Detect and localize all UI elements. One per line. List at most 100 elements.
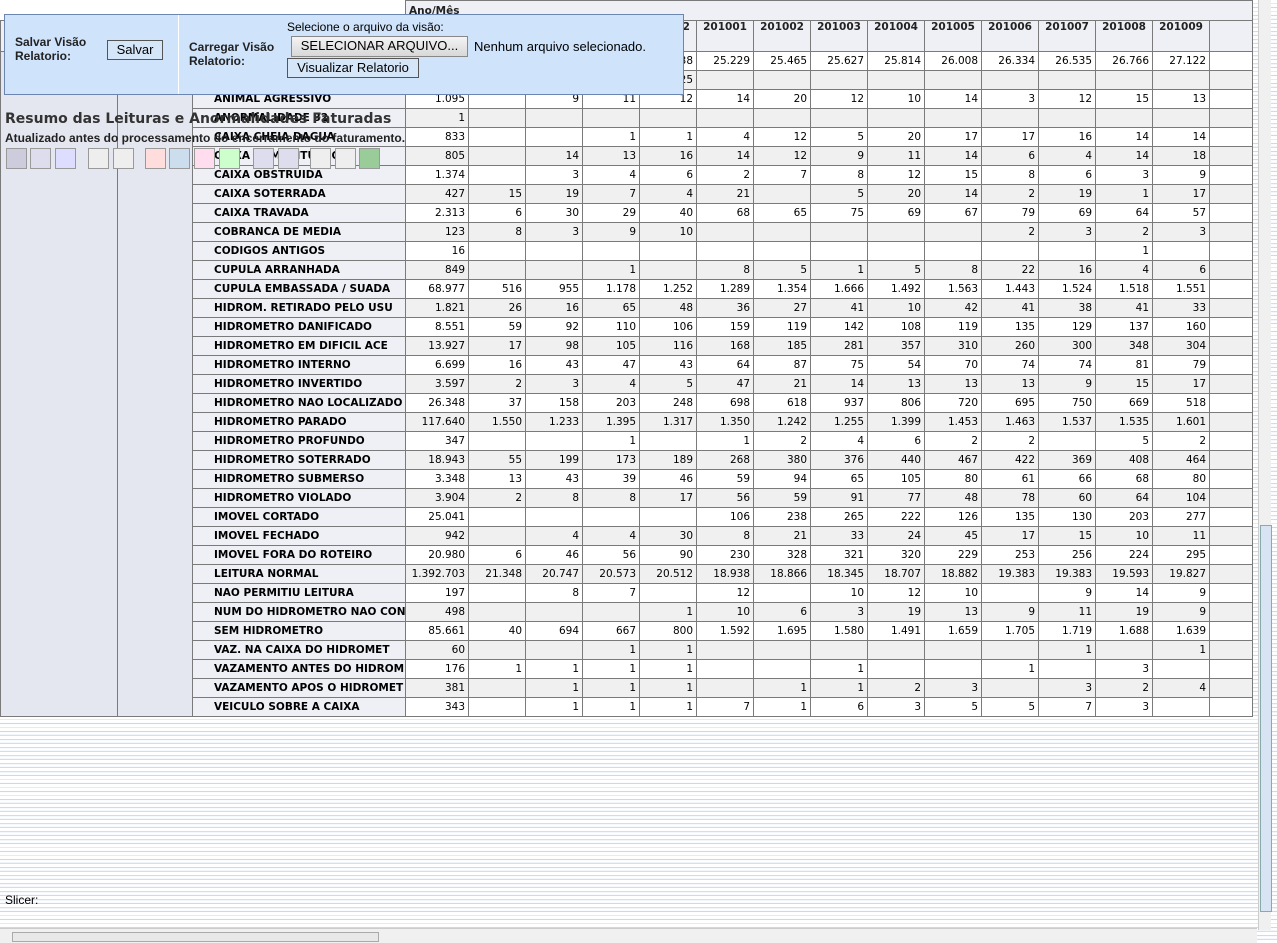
- value-cell: 16: [1039, 128, 1096, 147]
- value-cell-text: 48: [965, 492, 978, 504]
- value-cell-text: 1: [686, 131, 693, 143]
- vertical-scrollbar[interactable]: [1258, 0, 1271, 930]
- value-cell: 203: [1096, 508, 1153, 527]
- value-cell: 304: [1153, 337, 1210, 356]
- toolbar-button[interactable]: [359, 148, 380, 169]
- value-cell-text: 1.350: [720, 416, 750, 428]
- value-cell: 4: [697, 128, 754, 147]
- value-cell-text: 94: [794, 473, 807, 485]
- value-cell-text: 3: [1085, 226, 1092, 238]
- value-cell: [982, 641, 1039, 660]
- value-cell-text: 1: [458, 112, 465, 124]
- month-header: 201004: [868, 21, 925, 52]
- value-cell: 13: [925, 603, 982, 622]
- value-cell-text: 12: [851, 93, 864, 105]
- value-cell-text: 142: [844, 321, 864, 333]
- scroll-thumb[interactable]: [12, 932, 379, 942]
- value-cell-text: 4: [857, 435, 864, 447]
- value-cell-text: 698: [730, 397, 750, 409]
- value-cell-text: 30: [680, 530, 693, 542]
- clipped-cell: [1210, 71, 1253, 90]
- toolbar-button[interactable]: [113, 148, 134, 169]
- select-file-button[interactable]: SELECIONAR ARQUIVO...: [291, 36, 468, 57]
- toolbar-button[interactable]: [335, 148, 356, 169]
- horizontal-scrollbar[interactable]: [0, 928, 1257, 943]
- value-cell: 229: [925, 546, 982, 565]
- value-cell-text: 5: [914, 264, 921, 276]
- clipped-cell: [1210, 375, 1253, 394]
- value-cell-text: 467: [958, 454, 978, 466]
- value-cell: [925, 660, 982, 679]
- value-cell-text: 42: [965, 302, 978, 314]
- value-cell: [868, 223, 925, 242]
- value-cell-text: 1.374: [435, 169, 465, 181]
- row-label-text: HIDROMETRO PARADO: [214, 416, 347, 428]
- value-cell-text: 39: [623, 473, 636, 485]
- value-cell-text: 55: [509, 454, 522, 466]
- toolbar-button[interactable]: [278, 148, 299, 169]
- toolbar-button[interactable]: [310, 148, 331, 169]
- clipped-cell: [1210, 546, 1253, 565]
- clipped-cell: [1210, 489, 1253, 508]
- value-cell: 1: [526, 679, 583, 698]
- value-cell: 1: [811, 660, 868, 679]
- value-cell-text: 69: [908, 207, 921, 219]
- value-cell: 328: [754, 546, 811, 565]
- value-cell-text: 1.399: [891, 416, 921, 428]
- value-cell: [754, 660, 811, 679]
- value-cell-text: 14: [737, 150, 750, 162]
- scroll-thumb[interactable]: [1260, 525, 1272, 912]
- value-cell: 3.904: [406, 489, 469, 508]
- clipped-cell: [1210, 52, 1253, 71]
- value-cell: [526, 261, 583, 280]
- value-cell: [469, 698, 526, 717]
- value-cell-text: 2: [1028, 226, 1035, 238]
- value-cell-text: 25.041: [428, 511, 465, 523]
- toolbar-button[interactable]: [145, 148, 166, 169]
- view-report-button[interactable]: Visualizar Relatorio: [287, 58, 419, 78]
- value-cell: 70: [925, 356, 982, 375]
- value-cell-text: 26.348: [428, 397, 465, 409]
- row-label: HIDROMETRO INTERNO: [193, 356, 406, 375]
- value-cell: 22: [982, 261, 1039, 280]
- toolbar-button[interactable]: [30, 148, 51, 169]
- value-cell-text: 1.551: [1176, 283, 1206, 295]
- toolbar-button[interactable]: [55, 148, 76, 169]
- value-cell-text: 328: [787, 549, 807, 561]
- value-cell-text: 3: [572, 169, 579, 181]
- toolbar-button[interactable]: [88, 148, 109, 169]
- toolbar-button[interactable]: [169, 148, 190, 169]
- value-cell: 59: [754, 489, 811, 508]
- value-cell: 12: [811, 90, 868, 109]
- value-cell: [640, 109, 697, 128]
- toolbar-button[interactable]: [219, 148, 240, 169]
- select-prompt: Selecione o arquivo da visão:: [287, 20, 444, 34]
- value-cell: 159: [697, 318, 754, 337]
- value-cell-text: 408: [1129, 454, 1149, 466]
- toolbar-button[interactable]: [253, 148, 274, 169]
- value-cell-text: 1.688: [1119, 625, 1149, 637]
- value-cell: 176: [406, 660, 469, 679]
- row-label: VAZ. NA CAIXA DO HIDROMET: [193, 641, 406, 660]
- value-cell: 1.350: [697, 413, 754, 432]
- toolbar-button[interactable]: [194, 148, 215, 169]
- value-cell: 20.573: [583, 565, 640, 584]
- save-button[interactable]: Salvar: [107, 40, 163, 60]
- value-cell-text: 1.639: [1176, 625, 1206, 637]
- value-cell: [469, 147, 526, 166]
- value-cell: 8: [526, 489, 583, 508]
- value-cell-text: 1.392.703: [412, 568, 465, 580]
- value-cell: 277: [1153, 508, 1210, 527]
- value-cell: 18.882: [925, 565, 982, 584]
- value-cell: 1.524: [1039, 280, 1096, 299]
- value-cell-text: 1.492: [891, 283, 921, 295]
- toolbar-button[interactable]: [6, 148, 27, 169]
- pivot-table: Ano/MêsGerência RegionalLocalidadeSituaç…: [0, 0, 1253, 717]
- value-cell-text: 21: [794, 530, 807, 542]
- value-cell: 1: [526, 698, 583, 717]
- value-cell-text: 4: [686, 188, 693, 200]
- value-cell: 694: [526, 622, 583, 641]
- value-cell: 7: [583, 584, 640, 603]
- total-value-text: 25.229: [713, 55, 750, 67]
- value-cell: 203: [583, 394, 640, 413]
